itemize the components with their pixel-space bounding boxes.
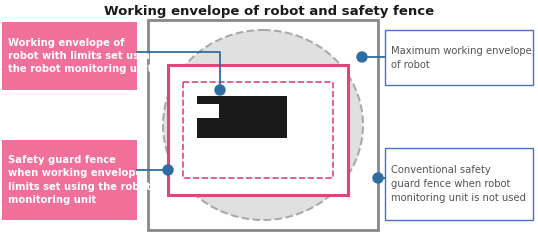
Circle shape	[163, 165, 173, 175]
Text: Working envelope of
robot with limits set using
the robot monitoring unit: Working envelope of robot with limits se…	[8, 38, 157, 74]
Circle shape	[357, 52, 367, 62]
Bar	[168, 65, 348, 195]
Bar	[183, 82, 333, 178]
Bar	[385, 30, 533, 85]
Text: Maximum working envelope
of robot: Maximum working envelope of robot	[391, 45, 532, 69]
Bar	[197, 96, 287, 138]
Text: Working envelope of robot and safety fence: Working envelope of robot and safety fen…	[104, 6, 434, 18]
Text: Conventional safety
guard fence when robot
monitoring unit is not used: Conventional safety guard fence when rob…	[391, 165, 526, 203]
Bar	[385, 148, 533, 220]
Text: Safety guard fence
when working envelope
limits set using the robot
monitoring u: Safety guard fence when working envelope…	[8, 155, 151, 205]
Circle shape	[373, 173, 383, 183]
Circle shape	[215, 85, 225, 95]
Bar	[197, 104, 219, 118]
Ellipse shape	[163, 30, 363, 220]
Bar	[2, 22, 137, 90]
Bar	[148, 20, 378, 230]
Bar	[2, 140, 137, 220]
